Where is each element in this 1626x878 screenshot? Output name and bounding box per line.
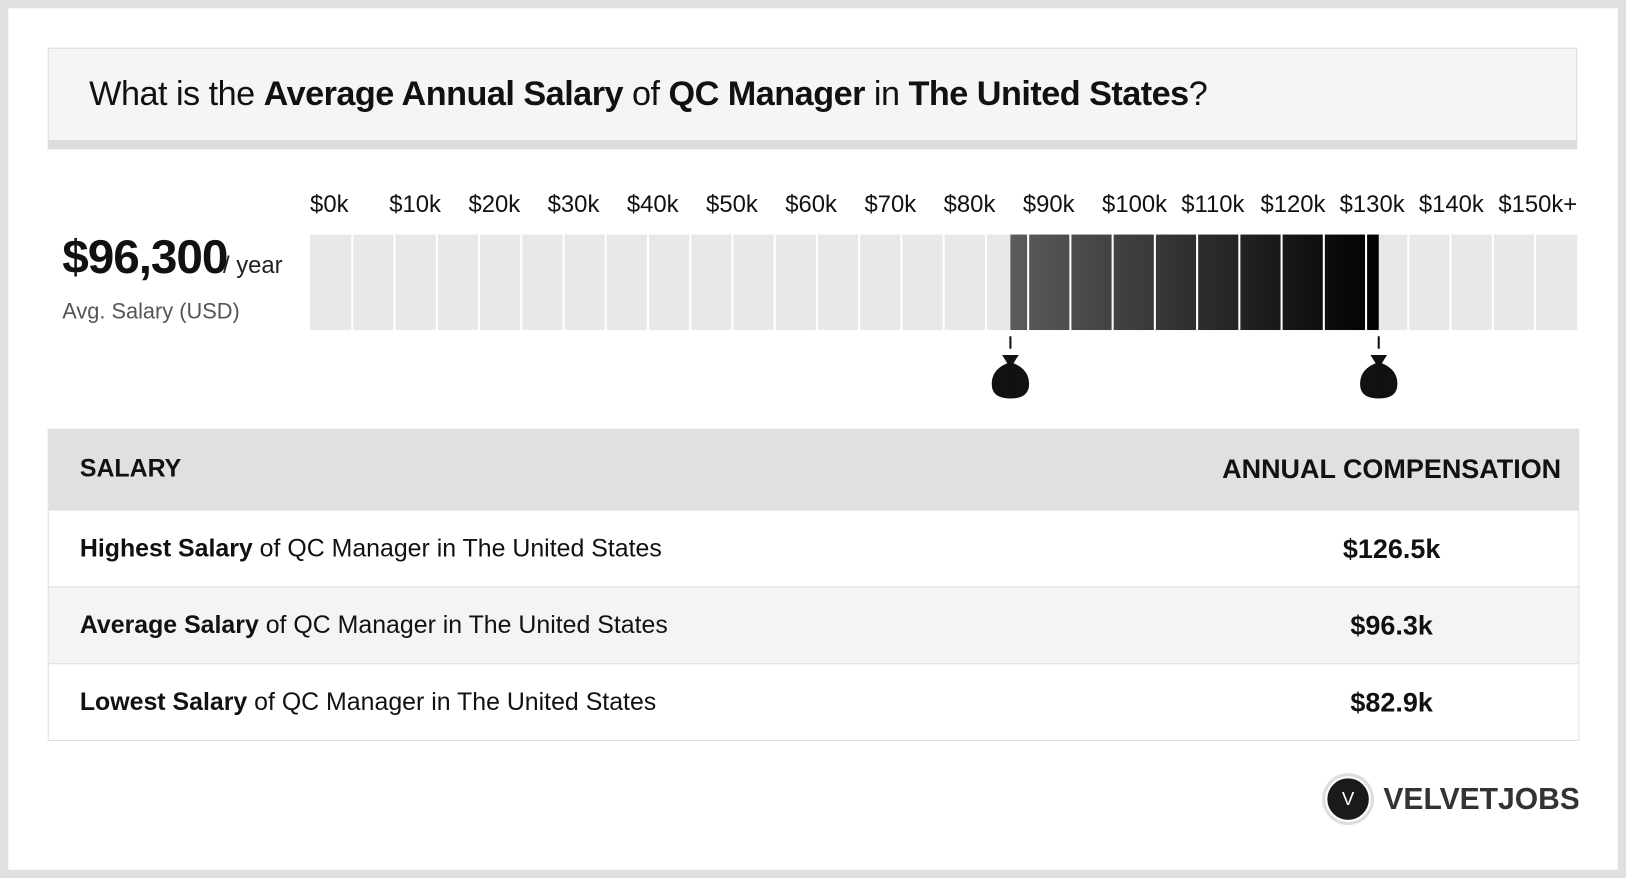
table-row: Lowest Salary of QC Manager in The Unite… bbox=[48, 663, 1579, 740]
table-row: Highest Salary of QC Manager in The Unit… bbox=[48, 509, 1579, 587]
scale-label: $10k bbox=[389, 191, 441, 218]
salary-table: SALARY ANNUAL COMPENSATION Highest Salar… bbox=[47, 428, 1580, 742]
row-value: $126.5k bbox=[1342, 532, 1441, 564]
scale-label: $70k bbox=[864, 191, 916, 218]
scale-label: $130k bbox=[1340, 191, 1405, 218]
scale-label: $150k+ bbox=[1498, 191, 1577, 218]
row-label: Lowest Salary of QC Manager in The Unite… bbox=[80, 688, 656, 717]
salary-range bbox=[1010, 234, 1379, 331]
row-value: $82.9k bbox=[1350, 686, 1433, 718]
scale-label: $20k bbox=[468, 191, 520, 218]
salary-caption: Avg. Salary (USD) bbox=[62, 299, 240, 324]
bag-symbol: $ bbox=[1004, 368, 1017, 395]
salary-amount: $96,300 bbox=[62, 229, 228, 284]
logo: V VELVETJOBS bbox=[1322, 773, 1578, 826]
bag-shape bbox=[1360, 354, 1398, 399]
scale-label: $100k bbox=[1102, 191, 1167, 218]
header: What is the Average Annual Salary of QC … bbox=[47, 47, 1578, 150]
row-label: Average Salary of QC Manager in The Unit… bbox=[80, 611, 668, 640]
scale-label: $140k bbox=[1419, 191, 1484, 218]
header-cell: ANNUAL COMPENSATION bbox=[1222, 453, 1562, 485]
logo-badge bbox=[1325, 776, 1371, 822]
scale-label: $60k bbox=[785, 191, 837, 218]
title-of: of bbox=[632, 73, 660, 113]
row-description: of QC Manager in The United States bbox=[259, 533, 662, 562]
table-header: SALARY ANNUAL COMPENSATION bbox=[48, 428, 1579, 510]
salary-unit: / year bbox=[222, 251, 283, 279]
row-description: of QC Manager in The United States bbox=[254, 687, 657, 716]
scale-label: $50k bbox=[706, 191, 758, 218]
scale-label: $120k bbox=[1260, 191, 1325, 218]
logo-mark: V bbox=[1342, 788, 1355, 809]
scale-label: $0k bbox=[310, 191, 349, 218]
title-location: The United States bbox=[908, 73, 1189, 113]
row-value: $96.3k bbox=[1350, 609, 1433, 641]
row-metric: Highest Salary bbox=[79, 533, 253, 562]
title-job: QC Manager bbox=[668, 73, 866, 113]
row-metric: Average Salary bbox=[79, 610, 259, 639]
title-in: in bbox=[873, 73, 900, 113]
scale-label: $90k bbox=[1023, 191, 1075, 218]
table-row: Average Salary of QC Manager in The Unit… bbox=[48, 586, 1579, 664]
scale-label: $40k bbox=[627, 191, 679, 218]
money-bag-icon: $ bbox=[991, 354, 1030, 399]
row-description: of QC Manager in The United States bbox=[265, 610, 668, 639]
salary-range-chart: $0k $10k $20k $30k $40k $50k $60k $70k $80k $90k $… bbox=[310, 191, 1577, 399]
title: What is the Average Annual Salary of QC … bbox=[89, 73, 1208, 113]
logo-text: VELVETJOBS bbox=[1383, 783, 1578, 816]
title-suffix: ? bbox=[1188, 73, 1208, 113]
row-label: Highest Salary of QC Manager in The Unit… bbox=[80, 534, 662, 563]
title-metric: Average Annual Salary bbox=[263, 73, 624, 113]
scale-label: $80k bbox=[944, 191, 996, 218]
row-metric: Lowest Salary bbox=[79, 687, 248, 716]
header-cell: SALARY bbox=[79, 454, 182, 483]
scale-label: $110k bbox=[1181, 191, 1244, 218]
title-prefix: What is the bbox=[89, 73, 255, 113]
scale-label: $30k bbox=[548, 191, 600, 218]
money-bag-icon: $ bbox=[1360, 354, 1398, 399]
bag-shape bbox=[991, 354, 1030, 399]
bag-symbol: $ bbox=[1372, 368, 1385, 395]
